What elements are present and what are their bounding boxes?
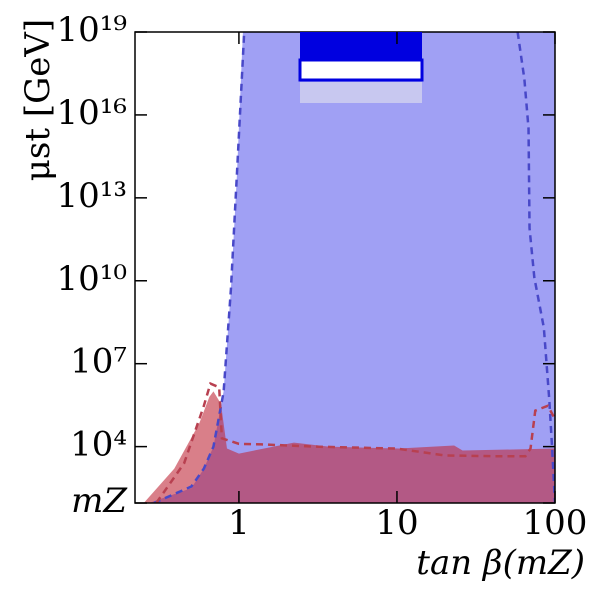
y-tick-label: 10¹⁰ — [56, 259, 127, 299]
x-tick-label: 100 — [523, 503, 588, 543]
y-tick-label: 10¹⁹ — [56, 10, 127, 50]
y-tick-label: mZ — [71, 481, 128, 521]
dashed-line — [153, 32, 555, 503]
area — [149, 32, 555, 503]
logo-box — [300, 82, 422, 103]
y-tick-label: 10⁴ — [70, 425, 127, 465]
area — [143, 391, 555, 503]
x-tick-label: 10 — [375, 503, 418, 543]
logo — [298, 32, 424, 103]
y-axis-label: μst [GeV] — [18, 19, 58, 181]
logo-box — [300, 32, 422, 60]
y-tick-label: 10⁷ — [70, 342, 127, 382]
dashed-line — [155, 381, 555, 503]
x-axis-label: tan β(mZ) — [416, 543, 585, 583]
y-tick-label: 10¹³ — [56, 176, 127, 216]
y-tick-label: 10¹⁶ — [56, 93, 127, 133]
logo-band — [298, 58, 424, 82]
x-tick-label: 1 — [228, 503, 250, 543]
series-group — [143, 32, 555, 503]
plot-area — [143, 32, 555, 503]
